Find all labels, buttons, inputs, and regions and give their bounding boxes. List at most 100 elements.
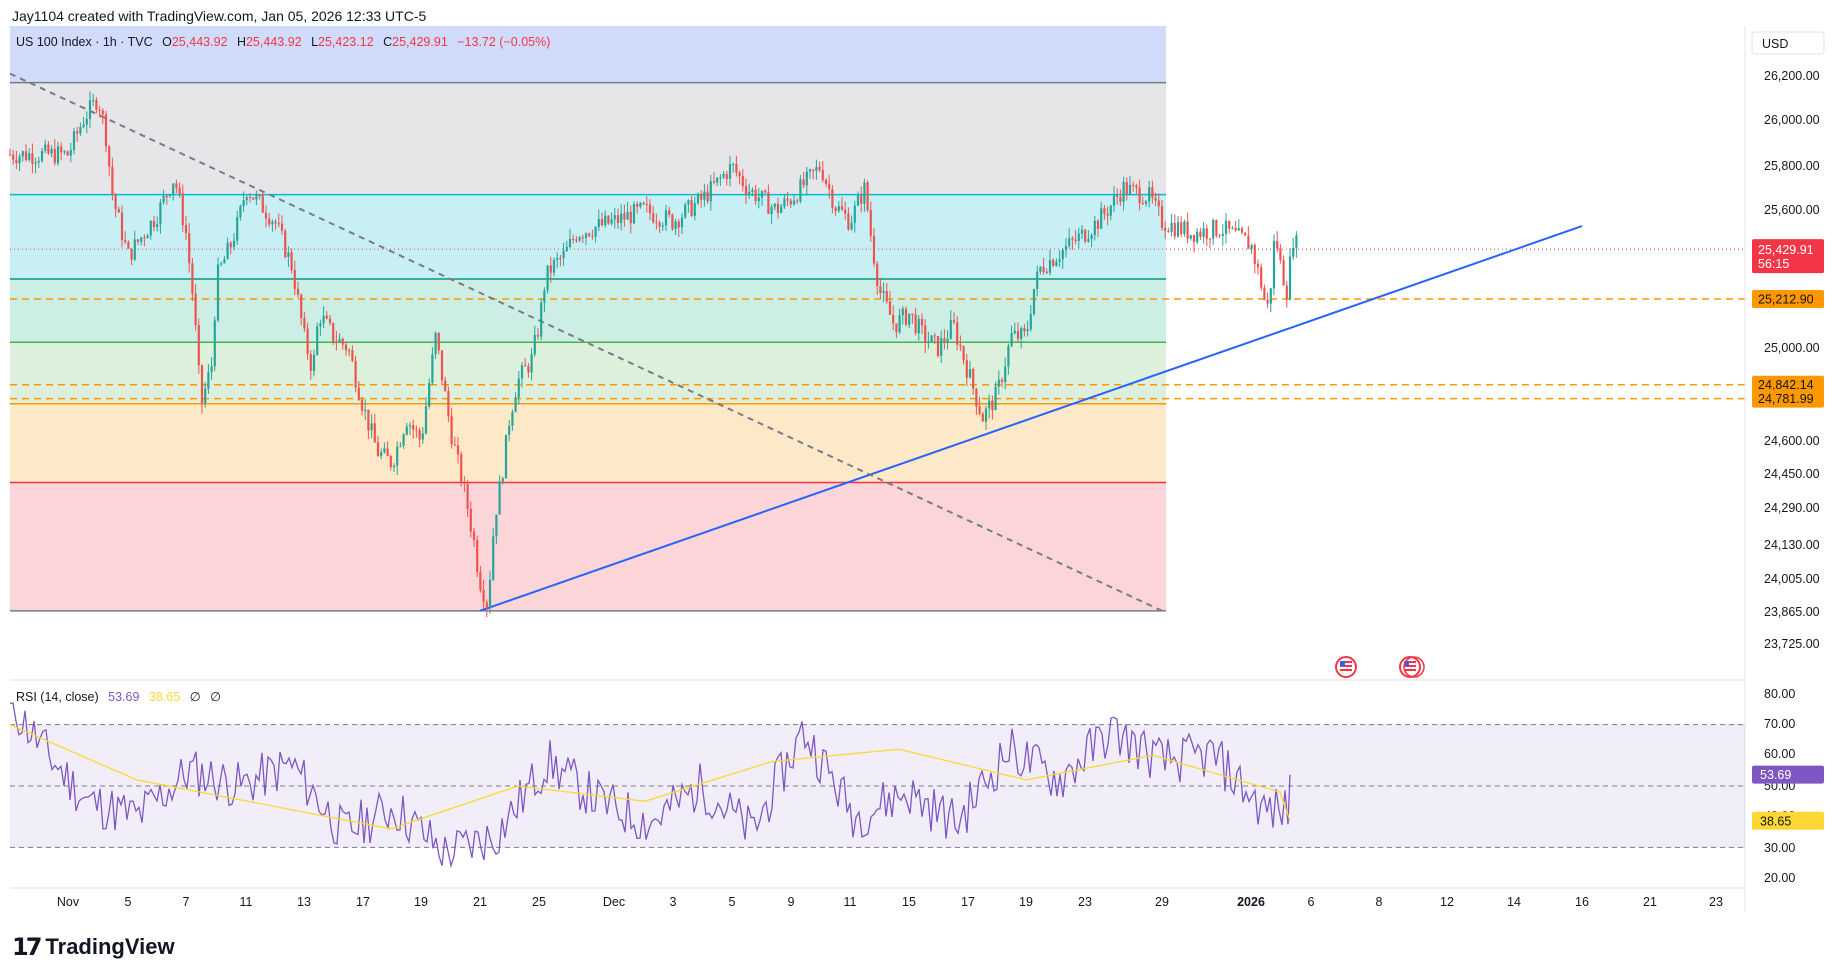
candle-body <box>124 240 127 242</box>
candle-body <box>1269 288 1272 304</box>
time-tick-label: 23 <box>1078 895 1092 909</box>
time-tick-label: 9 <box>788 895 795 909</box>
candle-body <box>1103 208 1106 214</box>
candle-body <box>210 366 213 373</box>
candle-body <box>111 166 114 195</box>
candle-body <box>812 169 815 171</box>
candle-body <box>898 315 901 333</box>
candle-body <box>207 372 210 389</box>
time-tick-label: Dec <box>603 895 625 909</box>
candle-body <box>908 313 911 325</box>
candle-body <box>581 237 584 239</box>
candle-body <box>575 239 578 241</box>
time-axis[interactable]: Nov 5 7 11 13 17 19 21 25 Dec 3 5 9 11 15 17 19 23 29 2026 6… <box>10 887 1745 909</box>
candle-body <box>533 334 536 355</box>
candle-body <box>578 237 581 241</box>
candle-body <box>440 350 444 381</box>
candle-body <box>28 153 31 160</box>
ohlc-c-label: C <box>383 35 392 49</box>
time-tick-label: 29 <box>1155 895 1169 909</box>
ohlc-change: −13.72 (−0.05%) <box>457 35 550 49</box>
candle-body <box>879 286 882 294</box>
candle-body <box>642 202 645 205</box>
last-price-value: 25,429.91 <box>1758 243 1814 257</box>
candle-body <box>95 100 98 110</box>
candle-body <box>1157 200 1160 207</box>
rsi-line <box>10 702 1291 869</box>
candle-body <box>316 326 319 355</box>
candle-body <box>693 203 696 216</box>
price-axis[interactable]: USD 26,200.00 26,000.00 25,800.00 25,600.00… <box>1744 26 1825 912</box>
candle-body <box>863 182 866 204</box>
rsi-label: RSI (14, close) <box>16 690 99 704</box>
candle-body <box>1084 229 1087 242</box>
candle-body <box>255 195 258 200</box>
candle-body <box>920 318 924 326</box>
candle-body <box>792 200 796 205</box>
candle-body <box>517 378 520 398</box>
tradingview-logo-icon: 17 <box>12 933 42 961</box>
us-flag-event-icon[interactable] <box>1399 656 1425 678</box>
level-price-label <box>1752 375 1824 394</box>
candle-body <box>837 206 840 211</box>
candle-body <box>808 169 812 172</box>
rsi-tick-label: 80.00 <box>1764 687 1795 701</box>
candle-body <box>1013 330 1016 334</box>
candle-body <box>815 167 818 171</box>
svg-text:US 100 Index · 1h · TVC: US 100 Index · 1h · TVC O25,443.92 H25,4… <box>16 35 550 49</box>
candle-body <box>213 320 216 367</box>
level-price-value: 25,212.90 <box>1758 293 1814 307</box>
candle-body <box>712 181 716 183</box>
price-tick-label: 23,865.00 <box>1764 605 1820 619</box>
candle-body <box>1068 238 1071 246</box>
candle-body <box>927 341 930 343</box>
rsi-ma-value-label-text: 38.65 <box>1760 814 1791 828</box>
candle-body <box>1045 271 1048 273</box>
candle-body <box>348 350 351 352</box>
time-tick-label: 17 <box>356 895 370 909</box>
candle-body <box>1016 330 1020 339</box>
candle-body <box>584 233 588 238</box>
candle-body <box>136 239 140 242</box>
us-flag-event-icon[interactable] <box>1335 656 1357 678</box>
tradingview-logo[interactable]: 17 TradingView <box>12 932 175 962</box>
rsi-pane[interactable]: RSI (14, close) 53.69 38.65 ∅ ∅ 80.00 70.… <box>9 687 1824 885</box>
rsi-null-2: ∅ <box>210 690 221 704</box>
candle-body <box>98 109 101 111</box>
candle-body <box>540 302 543 337</box>
candle-body <box>1231 227 1234 229</box>
candle-body <box>703 191 706 200</box>
candle-body <box>943 338 946 342</box>
rsi-ma-line <box>9 724 1291 830</box>
candle-body <box>591 235 594 237</box>
candle-body <box>501 478 504 482</box>
candle-body <box>191 263 194 294</box>
ohlc-close: 25,429.91 <box>392 35 448 49</box>
candle-body <box>1224 220 1228 234</box>
candle-body <box>895 323 898 333</box>
ascending-trendline <box>479 225 1583 612</box>
candle-body <box>767 192 770 214</box>
candle-body <box>661 225 664 227</box>
candle-body <box>1164 227 1167 231</box>
time-tick-label: 6 <box>1308 895 1315 909</box>
candle-body <box>1122 182 1125 202</box>
candle-body <box>1116 195 1119 198</box>
symbol-legend[interactable]: US 100 Index · 1h · TVC O25,443.92 H25,4… <box>16 35 550 49</box>
candle-body <box>556 258 559 260</box>
candle-body <box>1183 221 1186 234</box>
price-tick-label: 24,130.00 <box>1764 538 1820 552</box>
candle-body <box>431 354 434 383</box>
candle-body <box>1272 241 1276 289</box>
candle-body <box>844 209 847 214</box>
candle-body <box>63 151 66 153</box>
candle-body <box>133 239 136 260</box>
candle-body <box>76 131 79 134</box>
candle-body <box>869 210 872 236</box>
candle-body <box>1036 271 1039 289</box>
candle-body <box>607 215 610 224</box>
chart-svg[interactable]: US 100 Index · 1h · TVC O25,443.92 H25,4… <box>0 0 1835 930</box>
candle-body <box>239 206 242 218</box>
descending-trendline <box>9 72 1163 612</box>
candle-body <box>485 602 488 608</box>
